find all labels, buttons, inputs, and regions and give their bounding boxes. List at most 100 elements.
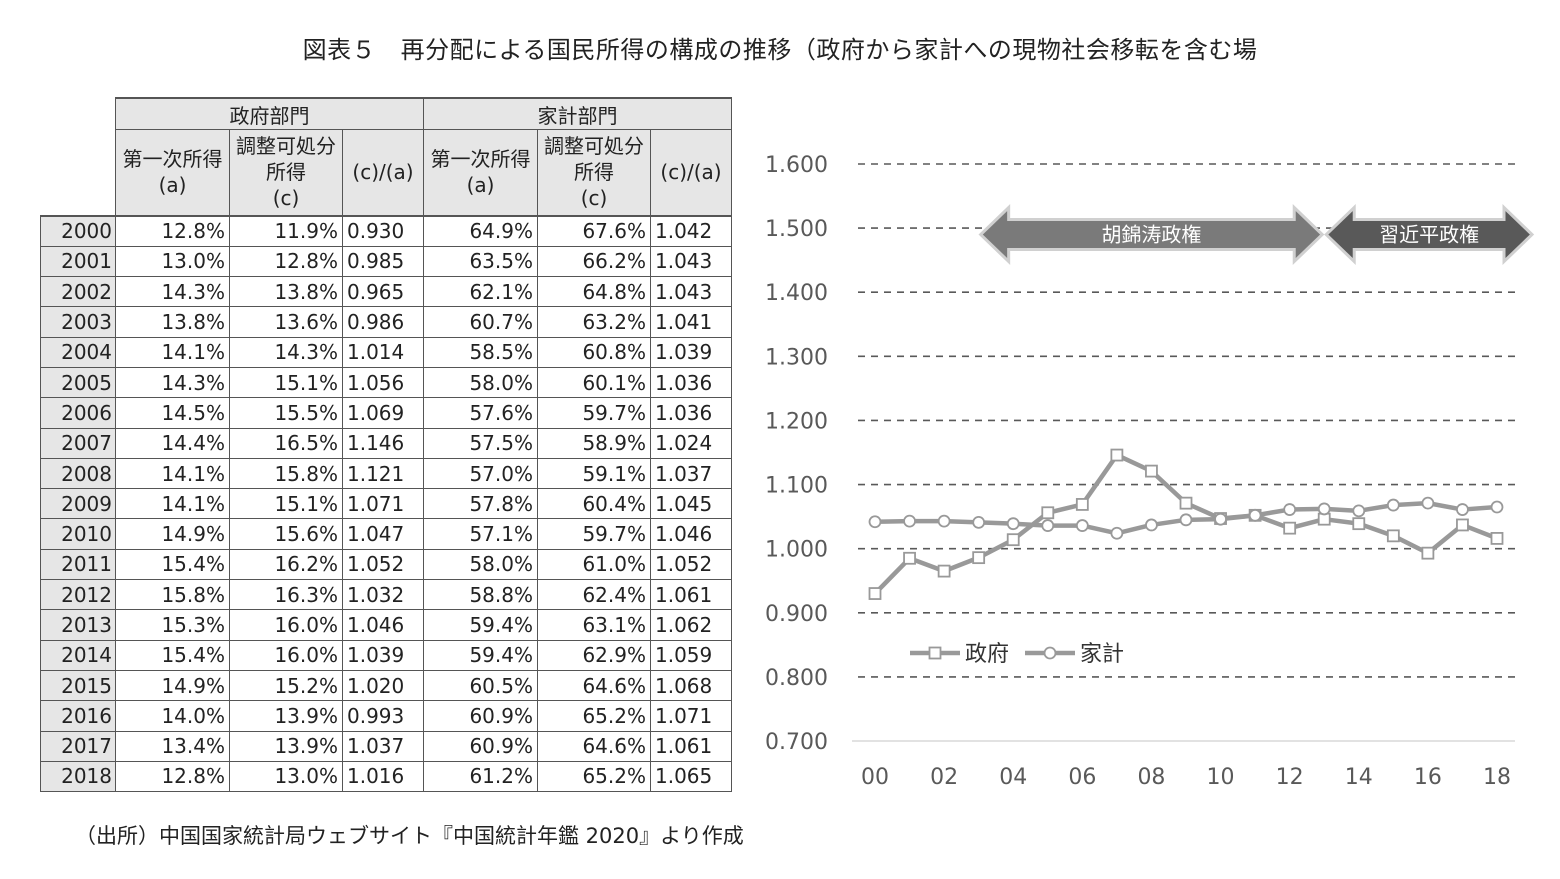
data-point-circle xyxy=(1006,517,1020,531)
y-tick-label: 1.400 xyxy=(765,281,828,306)
x-tick-label: 04 xyxy=(999,765,1027,790)
value-cell: 62.1% xyxy=(423,276,538,308)
value-cell: 57.0% xyxy=(423,457,538,490)
value-cell: 58.0% xyxy=(423,548,538,581)
value-cell: 14.9% xyxy=(115,518,230,550)
value-cell: 15.1% xyxy=(229,488,343,520)
year-cell: 2010 xyxy=(40,518,116,550)
y-tick-label: 1.100 xyxy=(765,474,828,499)
value-cell: 1.046 xyxy=(650,518,732,550)
y-axis-ticks: 0.700 0.800 0.900 1.000 1.100 1.200 1.300 1.400… xyxy=(765,153,828,755)
value-cell: 13.9% xyxy=(229,730,343,762)
era-label: 胡錦涛政権 xyxy=(1101,223,1201,247)
value-cell: 57.5% xyxy=(423,427,538,459)
value-cell: 0.986 xyxy=(342,306,424,338)
x-axis-ticks: 00 02 04 06 08 10 12 14 16 18 xyxy=(861,765,1511,790)
data-point-square xyxy=(1490,532,1504,545)
table-row: 2012 15.8% 16.3% 1.032 58.8% 62.4% 1.061 xyxy=(40,579,732,611)
x-tick-label: 16 xyxy=(1414,765,1442,790)
value-cell: 1.043 xyxy=(650,276,732,308)
value-cell: 1.062 xyxy=(650,609,732,641)
y-tick-label: 1.600 xyxy=(765,153,828,178)
table-corner xyxy=(40,98,116,130)
value-cell: 62.4% xyxy=(537,579,651,611)
y-tick-label: 1.300 xyxy=(765,345,828,370)
value-cell: 58.0% xyxy=(423,366,538,399)
data-point-circle xyxy=(1352,504,1366,518)
data-point-circle xyxy=(903,514,916,528)
value-cell: 13.9% xyxy=(229,700,343,732)
year-cell: 2000 xyxy=(40,214,116,247)
table-row: 2014 15.4% 16.0% 1.039 59.4% 62.9% 1.059 xyxy=(40,639,732,671)
value-cell: 16.5% xyxy=(229,427,343,459)
era-annotations: 胡錦涛政権 習近平政権 xyxy=(978,203,1535,266)
value-cell: 58.9% xyxy=(537,427,651,459)
value-cell: 14.4% xyxy=(115,427,230,459)
year-cell: 2015 xyxy=(40,669,116,702)
table-row: 2000 12.8% 11.9% 0.930 64.9% 67.6% 1.042 xyxy=(40,214,732,247)
value-cell: 1.146 xyxy=(342,427,424,459)
table-row: 2001 13.0% 12.8% 0.985 63.5% 66.2% 1.043 xyxy=(40,245,732,278)
era-arrow xyxy=(1324,203,1535,266)
value-cell: 14.0% xyxy=(115,700,230,732)
y-tick-label: 1.500 xyxy=(765,217,828,242)
value-cell: 57.8% xyxy=(423,488,538,520)
table-row: 2015 14.9% 15.2% 1.020 60.5% 64.6% 1.068 xyxy=(40,669,732,702)
value-cell: 1.045 xyxy=(650,488,732,520)
col-header-hh-primary: 第一次所得 (a) xyxy=(423,129,538,216)
value-cell: 1.052 xyxy=(650,548,732,581)
col-header-gov-ratio: (c)/(a) xyxy=(342,129,424,216)
value-cell: 11.9% xyxy=(229,214,343,247)
value-cell: 1.037 xyxy=(342,730,424,762)
value-cell: 14.3% xyxy=(229,336,343,368)
table-row: 2010 14.9% 15.6% 1.047 57.1% 59.7% 1.046 xyxy=(40,518,732,550)
y-tick-label: 0.800 xyxy=(765,666,828,691)
value-cell: 16.0% xyxy=(229,609,343,641)
line-chart: 0.700 0.800 0.900 1.000 1.100 1.200 1.300 1.400… xyxy=(765,153,1535,790)
value-cell: 1.069 xyxy=(342,397,424,429)
value-cell: 15.4% xyxy=(115,639,230,671)
data-point-circle xyxy=(972,515,986,529)
value-cell: 64.9% xyxy=(423,214,538,247)
table-row: 2007 14.4% 16.5% 1.146 57.5% 58.9% 1.024 xyxy=(40,427,732,459)
year-cell: 2013 xyxy=(40,609,116,641)
value-cell: 15.1% xyxy=(229,366,343,399)
value-cell: 14.5% xyxy=(115,397,230,429)
data-point-square xyxy=(1179,496,1193,510)
value-cell: 57.6% xyxy=(423,397,538,429)
year-cell: 2014 xyxy=(40,639,116,671)
value-cell: 60.7% xyxy=(423,306,538,338)
value-cell: 13.8% xyxy=(229,276,343,308)
data-point-circle xyxy=(868,515,882,529)
value-cell: 16.3% xyxy=(229,579,343,611)
value-cell: 65.2% xyxy=(537,700,651,732)
value-cell: 1.043 xyxy=(650,245,732,278)
table-row: 2008 14.1% 15.8% 1.121 57.0% 59.1% 1.037 xyxy=(40,457,732,490)
table-row: 2006 14.5% 15.5% 1.069 57.6% 59.7% 1.036 xyxy=(40,397,732,429)
value-cell: 58.8% xyxy=(423,579,538,611)
value-cell: 1.024 xyxy=(650,427,732,459)
table-row: 2004 14.1% 14.3% 1.014 58.5% 60.8% 1.039 xyxy=(40,336,732,368)
year-cell: 2006 xyxy=(40,397,116,429)
figure-title: 図表５ 再分配による国民所得の構成の推移（政府から家計への現物社会移転を含む場 xyxy=(302,36,1258,64)
data-point-square xyxy=(903,551,916,565)
year-cell: 2002 xyxy=(40,276,116,308)
value-cell: 1.016 xyxy=(342,760,424,793)
value-cell: 60.1% xyxy=(537,366,651,399)
value-cell: 14.1% xyxy=(115,336,230,368)
year-cell: 2017 xyxy=(40,730,116,762)
value-cell: 1.071 xyxy=(650,700,732,732)
value-cell: 16.2% xyxy=(229,548,343,581)
value-cell: 1.036 xyxy=(650,397,732,429)
y-tick-label: 1.000 xyxy=(765,538,828,563)
data-point-circle xyxy=(1075,519,1089,532)
value-cell: 66.2% xyxy=(537,245,651,278)
x-tick-label: 10 xyxy=(1207,765,1235,790)
table-row: 2011 15.4% 16.2% 1.052 58.0% 61.0% 1.052 xyxy=(40,548,732,581)
value-cell: 15.6% xyxy=(229,518,343,550)
era-arrow xyxy=(978,203,1325,266)
data-point-circle xyxy=(1456,503,1469,516)
table-row: 2013 15.3% 16.0% 1.046 59.4% 63.1% 1.062 xyxy=(40,609,732,641)
value-cell: 61.2% xyxy=(423,760,538,793)
value-cell: 64.6% xyxy=(537,730,651,762)
